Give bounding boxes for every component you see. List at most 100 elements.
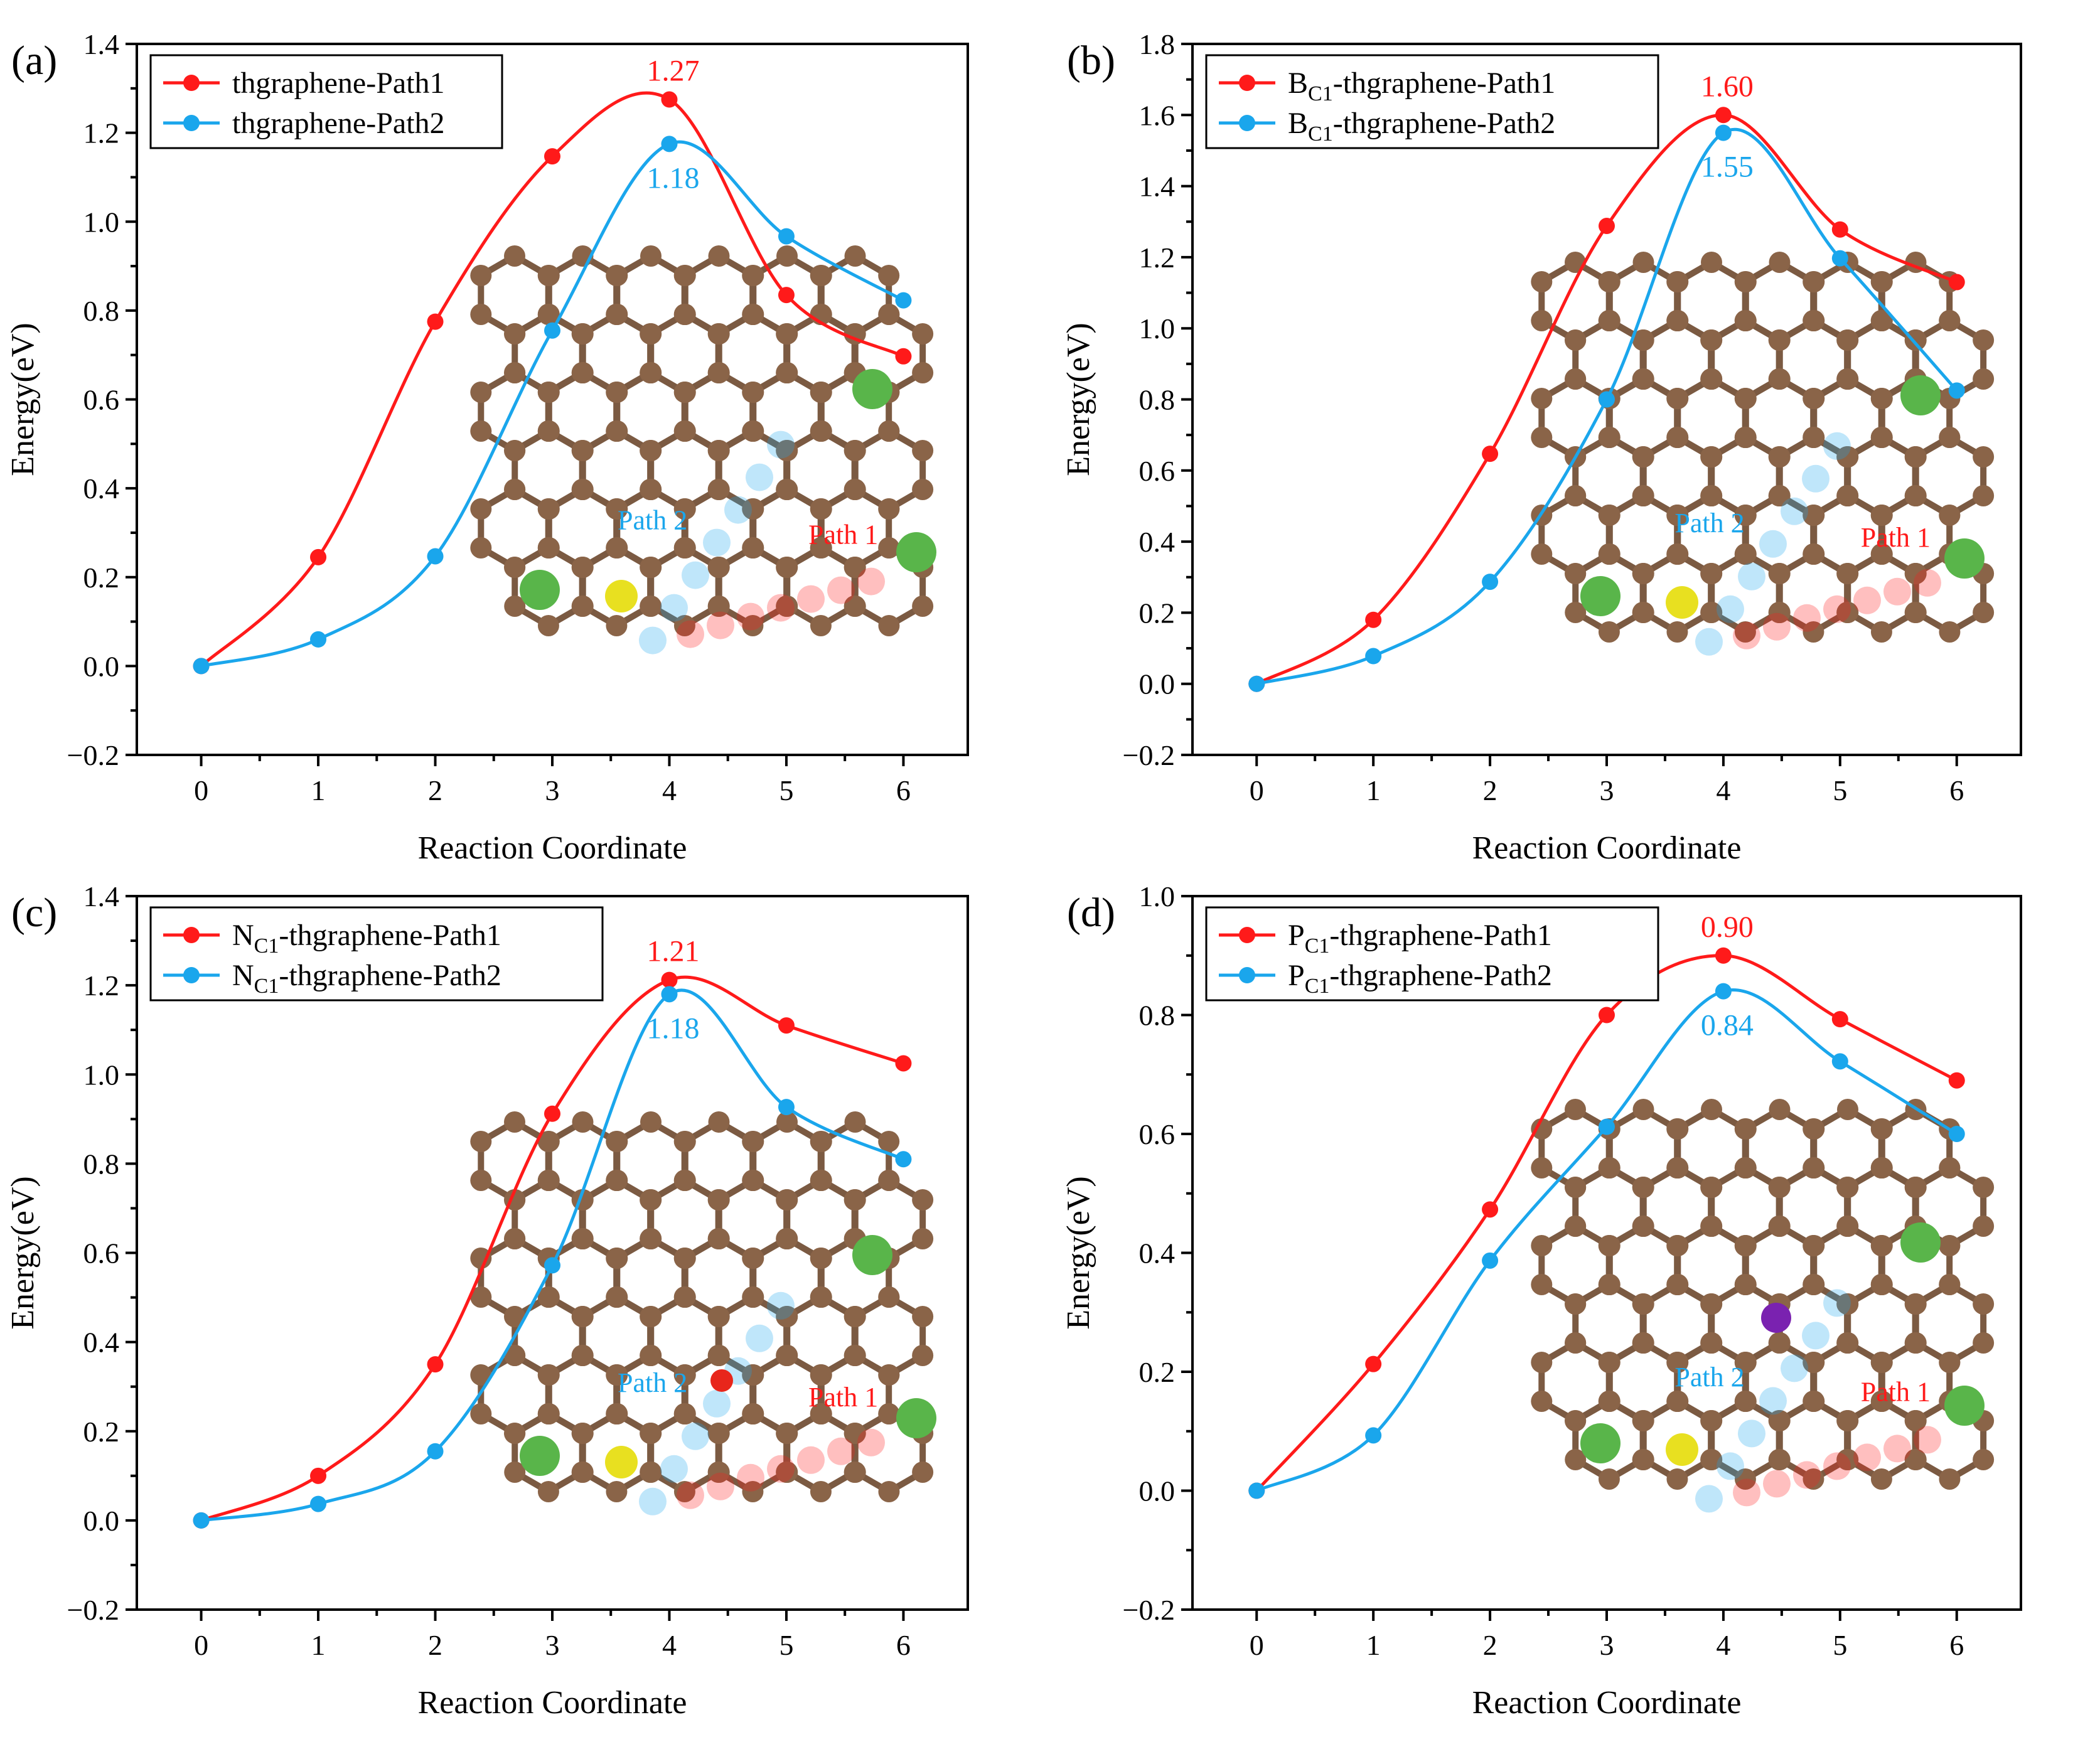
- path2-bead: [1738, 562, 1765, 591]
- legend-label-rest: -thgraphene-Path2: [279, 959, 501, 992]
- carbon-atom: [606, 1170, 628, 1191]
- carbon-atom: [776, 1345, 798, 1366]
- carbon-atom: [1734, 310, 1756, 331]
- carbon-atom: [1701, 1332, 1722, 1354]
- x-tick-label: 2: [428, 1629, 442, 1661]
- legend: [1205, 906, 1659, 1002]
- path2-bead: [1802, 464, 1829, 493]
- legend-label-main: N: [232, 919, 254, 952]
- path1-bead: [1733, 1478, 1760, 1507]
- carbon-atom: [1870, 543, 1892, 565]
- carbon-atom: [742, 537, 764, 559]
- carbon-atom: [1871, 388, 1893, 409]
- carbon-atom: [572, 440, 594, 461]
- data-point: [193, 1512, 210, 1529]
- carbon-atom: [1871, 1235, 1893, 1256]
- carbon-atom: [1565, 563, 1587, 584]
- data-point: [1599, 218, 1615, 235]
- carbon-atom: [1973, 1177, 1995, 1198]
- carbon-atom: [878, 1170, 900, 1191]
- x-tick-label: 1: [1366, 1629, 1381, 1661]
- carbon-atom: [572, 1423, 594, 1444]
- path2-bead: [1759, 1387, 1787, 1415]
- carbon-atom: [844, 1189, 866, 1211]
- carbon-atom: [572, 1462, 594, 1483]
- carbon-atom: [606, 1364, 628, 1386]
- path1-bead: [767, 1455, 795, 1483]
- data-point: [661, 986, 678, 1003]
- carbon-atom: [1939, 505, 1961, 526]
- path1-bead: [797, 1446, 825, 1474]
- legend: [1205, 54, 1659, 149]
- carbon-atom: [1531, 271, 1553, 292]
- carbon-atom: [606, 1481, 628, 1502]
- legend-label-sub: C1: [1308, 82, 1333, 105]
- carbon-atom: [1870, 621, 1892, 643]
- carbon-atom: [708, 440, 730, 461]
- carbon-atom: [912, 1345, 934, 1366]
- path1-bead: [1793, 604, 1821, 632]
- carbon-atom: [1837, 329, 1859, 351]
- data-point: [661, 971, 678, 988]
- carbon-atom: [1870, 310, 1892, 331]
- path1-bead: [677, 1481, 704, 1509]
- carbon-atom: [742, 1170, 764, 1191]
- carbon-atom: [1735, 1118, 1757, 1140]
- carbon-atom: [537, 1170, 559, 1191]
- data-point: [1482, 446, 1499, 462]
- x-tick-label: 1: [1366, 774, 1381, 806]
- data-point: [1948, 1072, 1965, 1089]
- carbon-atom: [1565, 329, 1587, 351]
- y-tick-label: 1.4: [83, 880, 120, 912]
- carbon-atom: [1735, 388, 1757, 409]
- legend-label: thgraphene-Path2: [232, 107, 445, 140]
- legend-swatch-marker: [183, 115, 200, 131]
- carbon-atom: [1599, 1352, 1621, 1373]
- carbon-atom: [1803, 1274, 1824, 1295]
- carbon-atom: [1565, 1410, 1587, 1431]
- data-point: [1248, 1482, 1265, 1499]
- carbon-atom: [1837, 1332, 1858, 1354]
- carbon-atom: [1837, 602, 1859, 623]
- carbon-atom: [1701, 602, 1723, 623]
- data-point: [1365, 1355, 1382, 1372]
- carbon-atom: [776, 1189, 798, 1211]
- carbon-atom: [640, 245, 662, 267]
- carbon-atom: [1803, 1468, 1824, 1490]
- carbon-atom: [776, 479, 798, 500]
- data-point: [1482, 1252, 1499, 1269]
- carbon-atom: [878, 1131, 900, 1152]
- carbon-atom: [640, 596, 662, 617]
- carbon-atom: [1803, 1157, 1824, 1178]
- legend-label-main: P: [1288, 919, 1305, 952]
- peak-label: 0.84: [1701, 1009, 1754, 1042]
- carbon-atom: [912, 362, 934, 383]
- carbon-atom: [1632, 563, 1654, 584]
- path1-bead: [1793, 1461, 1821, 1489]
- carbon-atom: [1905, 1332, 1927, 1354]
- carbon-atom: [1565, 252, 1586, 273]
- carbon-atom: [1905, 485, 1927, 506]
- carbon-atom: [844, 440, 866, 461]
- carbon-atom: [572, 479, 594, 500]
- carbon-atom: [1667, 1352, 1689, 1373]
- legend-label-rest: -thgraphene-Path1: [1333, 67, 1556, 100]
- carbon-atom: [1701, 1410, 1723, 1431]
- carbon-atom: [708, 1423, 730, 1444]
- carbon-atom: [1734, 1468, 1756, 1490]
- carbon-atom: [537, 537, 559, 559]
- carbon-atom: [1701, 1293, 1723, 1315]
- carbon-atom: [878, 304, 900, 325]
- path2-bead: [660, 1455, 688, 1483]
- x-tick-label: 6: [896, 774, 911, 806]
- carbon-atom: [1565, 1177, 1587, 1198]
- carbon-atom: [1905, 1177, 1927, 1198]
- carbon-atom: [640, 1423, 662, 1444]
- carbon-atom: [572, 1306, 594, 1327]
- legend-label-rest: -thgraphene-Path1: [1329, 919, 1552, 952]
- data-point: [895, 1055, 912, 1072]
- carbon-atom: [1632, 1293, 1654, 1315]
- carbon-atom: [1870, 1274, 1892, 1295]
- y-tick-label: 0.8: [1139, 1000, 1176, 1032]
- carbon-atom: [640, 323, 662, 345]
